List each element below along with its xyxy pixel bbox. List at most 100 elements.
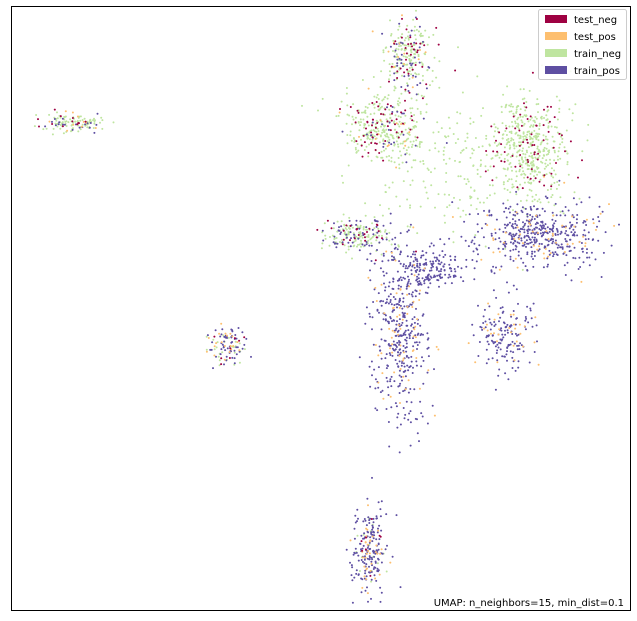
- point-train-neg: [387, 207, 390, 210]
- point-train-neg: [379, 86, 382, 88]
- point-train-pos: [230, 328, 233, 331]
- point-train-neg: [360, 138, 362, 141]
- point-train-neg: [222, 334, 225, 337]
- point-train-pos: [552, 224, 554, 227]
- point-train-pos: [339, 233, 342, 235]
- point-train-pos: [416, 278, 419, 281]
- point-train-pos: [575, 221, 578, 224]
- point-train-neg: [506, 141, 509, 144]
- point-train-pos: [384, 548, 387, 551]
- point-train-pos: [502, 230, 505, 233]
- point-train-neg: [346, 104, 349, 107]
- point-train-pos: [407, 229, 410, 232]
- point-train-pos: [561, 246, 564, 249]
- point-train-pos: [524, 265, 527, 268]
- point-train-pos: [364, 569, 367, 572]
- point-train-neg: [67, 121, 70, 124]
- point-train-pos: [405, 354, 408, 357]
- point-train-pos: [392, 259, 395, 261]
- point-train-pos: [371, 374, 373, 377]
- point-test-neg: [404, 88, 407, 91]
- point-train-pos: [388, 344, 391, 347]
- point-train-pos: [385, 513, 388, 516]
- point-train-pos: [592, 218, 595, 221]
- point-train-neg: [393, 120, 396, 123]
- point-test-pos: [412, 349, 415, 352]
- point-test-neg: [386, 125, 389, 128]
- point-train-pos: [494, 345, 497, 348]
- point-train-neg: [529, 172, 532, 175]
- point-train-neg: [410, 146, 413, 148]
- point-train-pos: [602, 251, 605, 254]
- point-train-neg: [522, 124, 525, 127]
- point-test-neg: [401, 17, 403, 20]
- point-train-pos: [497, 346, 500, 349]
- point-test-neg: [531, 144, 534, 147]
- point-train-neg: [425, 103, 428, 106]
- point-train-pos: [424, 278, 426, 281]
- point-train-pos: [542, 227, 545, 229]
- point-test-neg: [404, 99, 406, 102]
- point-train-pos: [400, 324, 403, 327]
- point-train-neg: [535, 193, 538, 196]
- point-train-neg: [531, 200, 534, 203]
- point-train-pos: [405, 265, 408, 267]
- point-train-pos: [497, 247, 500, 250]
- point-train-pos: [212, 367, 214, 370]
- point-train-neg: [359, 231, 362, 234]
- point-test-pos: [413, 264, 416, 266]
- point-train-pos: [401, 307, 404, 310]
- point-train-pos: [383, 274, 386, 277]
- point-train-neg: [524, 156, 527, 159]
- point-train-pos: [565, 230, 568, 232]
- point-train-neg: [512, 138, 515, 141]
- point-train-neg: [413, 43, 416, 46]
- point-test-pos: [522, 345, 524, 348]
- point-train-pos: [367, 600, 369, 603]
- point-train-pos: [548, 227, 551, 230]
- point-train-neg: [364, 214, 367, 217]
- point-test-neg: [71, 120, 74, 123]
- point-train-pos: [514, 220, 517, 223]
- point-train-pos: [53, 118, 56, 120]
- point-train-pos: [492, 265, 495, 268]
- point-train-neg: [414, 159, 417, 162]
- point-test-pos: [528, 222, 531, 225]
- point-train-pos: [363, 518, 366, 520]
- point-train-neg: [56, 125, 59, 128]
- point-train-pos: [515, 317, 518, 320]
- point-train-neg: [440, 127, 443, 130]
- point-train-pos: [58, 121, 61, 124]
- point-train-pos: [530, 232, 533, 235]
- point-train-neg: [534, 156, 537, 159]
- point-train-neg: [365, 228, 368, 231]
- point-train-pos: [391, 555, 394, 558]
- point-train-pos: [391, 354, 394, 357]
- point-train-neg: [385, 570, 388, 573]
- point-test-neg: [552, 146, 555, 149]
- point-train-neg: [518, 141, 521, 144]
- point-train-neg: [388, 108, 391, 111]
- point-train-pos: [562, 225, 565, 228]
- point-test-pos: [387, 144, 390, 147]
- point-train-pos: [556, 230, 559, 233]
- point-train-pos: [426, 347, 429, 350]
- point-train-pos: [378, 538, 381, 541]
- point-train-pos: [396, 426, 399, 429]
- point-train-neg: [375, 119, 378, 122]
- point-test-neg: [500, 160, 503, 163]
- point-train-neg: [368, 103, 371, 106]
- point-train-pos: [597, 239, 600, 242]
- point-train-neg: [329, 236, 331, 238]
- point-test-neg: [529, 115, 532, 118]
- point-train-neg: [514, 132, 517, 135]
- point-train-pos: [405, 319, 408, 322]
- point-train-pos: [447, 276, 450, 279]
- point-train-pos: [413, 388, 416, 391]
- point-train-pos: [551, 218, 554, 221]
- point-train-neg: [521, 115, 524, 118]
- point-train-pos: [471, 239, 474, 242]
- point-train-neg: [353, 244, 356, 247]
- point-train-pos: [412, 345, 415, 348]
- point-test-neg: [415, 42, 418, 45]
